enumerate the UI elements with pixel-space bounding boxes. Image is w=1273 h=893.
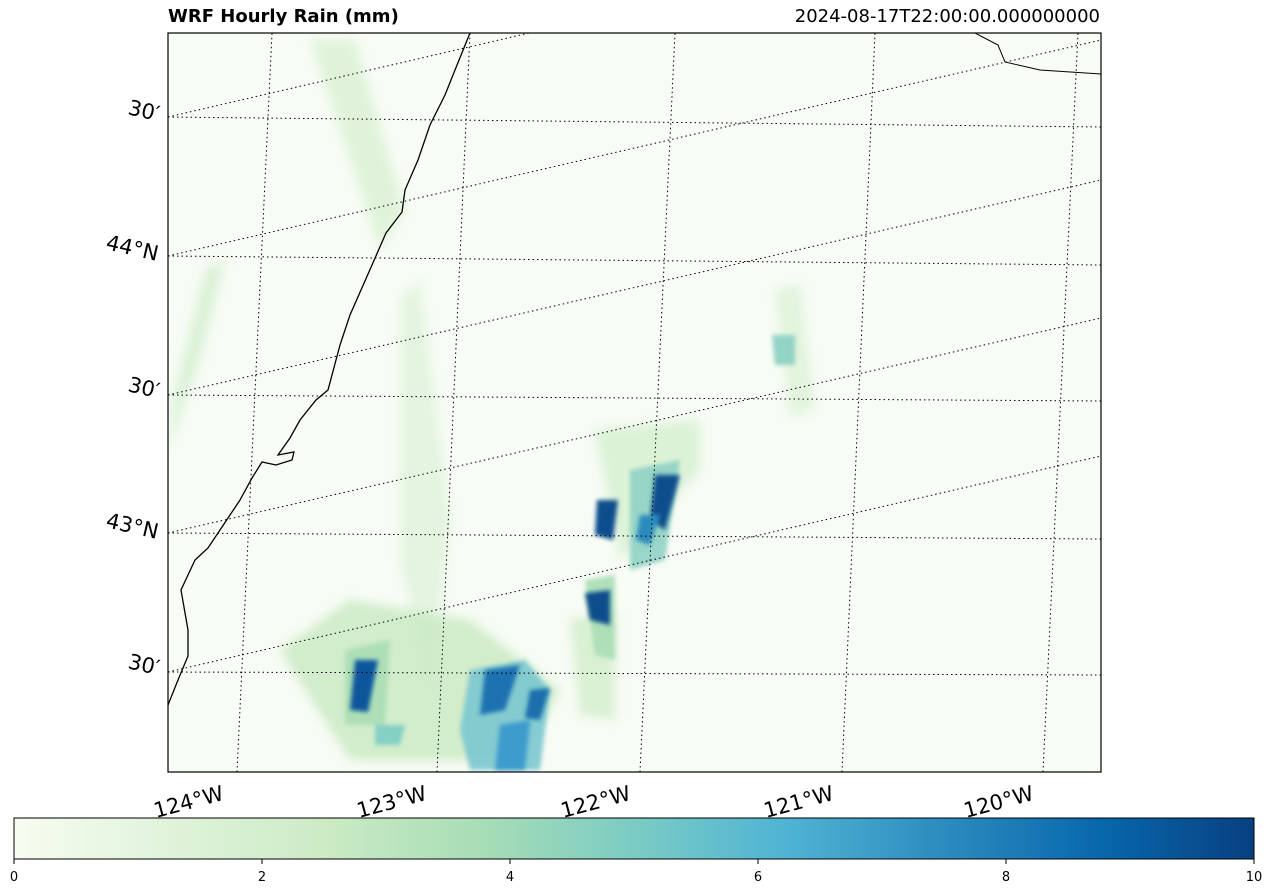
latitude-gridlines <box>168 33 1101 676</box>
heavy-rain-cores <box>350 475 680 770</box>
longitude-gridlines <box>236 33 1079 772</box>
lat-label: 30′ <box>126 372 162 403</box>
lon-label: 122°W <box>558 781 633 823</box>
lon-label: 124°W <box>151 781 226 823</box>
precipitation-field <box>168 33 1101 772</box>
longitude-labels: 124°W 123°W 122°W 121°W 120°W <box>151 781 1036 823</box>
map-title: WRF Hourly Rain (mm) <box>168 6 399 27</box>
lon-label: 120°W <box>961 781 1036 823</box>
map-frame <box>167 32 1102 773</box>
state-border <box>974 33 1101 75</box>
lat-label: 43°N <box>104 508 161 543</box>
lon-label: 121°W <box>761 781 836 823</box>
lat-label: 44°N <box>104 230 161 265</box>
lon-label: 123°W <box>354 781 429 823</box>
map-timestamp: 2024-08-17T22:00:00.000000000 <box>794 6 1100 27</box>
lat-label: 30′ <box>126 95 162 126</box>
lat-label: 30′ <box>126 649 162 680</box>
latitude-labels: 30′ 44°N 30′ 43°N 30′ <box>104 95 162 680</box>
coastline <box>168 33 471 706</box>
